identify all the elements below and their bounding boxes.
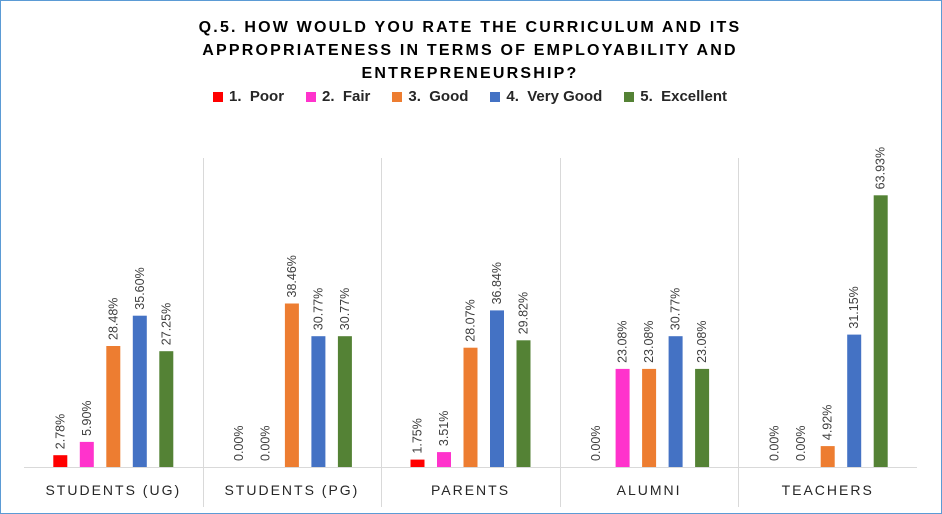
legend-swatch-very-good [490, 91, 501, 102]
bar-students-ug-3-good [106, 346, 121, 467]
data-label-teachers-1-poor: 0.00% [768, 426, 782, 461]
bar-teachers-3-good [820, 446, 835, 467]
category-label-students-pg: STUDENTS (PG) [224, 482, 359, 498]
legend-label-excellent: 5. Excellent [640, 88, 727, 105]
bar-students-ug-4-very-good [132, 315, 147, 467]
data-label-parents-4-very-good: 36.84% [490, 262, 504, 304]
legend-item-good: 3. Good [392, 88, 468, 105]
bar-parents-1-poor [410, 459, 425, 467]
data-label-alumni-5-excellent: 23.08% [695, 320, 709, 362]
legend-label-good: 3. Good [408, 88, 469, 105]
bar-parents-4-very-good [490, 310, 504, 467]
bar-parents-5-excellent [516, 340, 531, 467]
data-label-teachers-4-very-good: 31.15% [847, 286, 861, 328]
category-label-teachers: TEACHERS [782, 482, 874, 498]
data-label-alumni-4-very-good: 30.77% [669, 288, 683, 330]
legend-swatch-poor [213, 91, 224, 102]
data-label-alumni-3-good: 23.08% [642, 320, 656, 362]
data-label-students-ug-3-good: 28.48% [106, 298, 120, 340]
bar-teachers-4-very-good [847, 334, 862, 467]
data-label-students-pg-3-good: 38.46% [285, 255, 299, 297]
data-label-alumni-2-fair: 23.08% [616, 320, 630, 362]
legend-swatch-excellent [624, 91, 635, 102]
chart-title: Q.5. HOW WOULD YOU RATE THE CURRICULUM A… [0, 16, 940, 85]
bar-students-ug-5-excellent [159, 351, 174, 467]
data-label-alumni-1-poor: 0.00% [589, 426, 603, 461]
data-label-students-pg-4-very-good: 30.77% [311, 288, 325, 330]
data-label-parents-1-poor: 1.75% [411, 418, 425, 453]
bar-students-ug-1-poor [53, 455, 68, 467]
data-label-students-ug-1-poor: 2.78% [53, 414, 67, 449]
chart-title-line: APPROPRIATENESS IN TERMS OF EMPLOYABILIT… [202, 42, 738, 59]
bar-parents-3-good [463, 347, 478, 467]
bar-students-pg-3-good [284, 303, 299, 467]
data-label-students-ug-4-very-good: 35.60% [133, 267, 147, 309]
chart-legend: 1. Poor 2. Fair 3. Good 4. Very Good 5. … [0, 88, 940, 105]
legend-label-poor: 1. Poor [229, 88, 285, 105]
bar-alumni-5-excellent [695, 368, 710, 467]
category-label-alumni: ALUMNI [617, 482, 682, 498]
bar-alumni-2-fair [615, 368, 630, 467]
legend-label-fair: 2. Fair [322, 88, 371, 105]
bar-students-ug-2-fair [79, 441, 94, 467]
legend-item-very-good: 4. Very Good [490, 88, 602, 105]
data-label-teachers-2-fair: 0.00% [794, 426, 808, 461]
legend-label-very-good: 4. Very Good [506, 88, 603, 105]
bar-parents-2-fair [437, 452, 451, 467]
data-label-parents-3-good: 28.07% [464, 299, 478, 341]
data-label-parents-2-fair: 3.51% [437, 411, 451, 446]
legend-item-excellent: 5. Excellent [624, 88, 727, 105]
bar-teachers-5-excellent [873, 195, 888, 468]
data-label-teachers-3-good: 4.92% [821, 405, 835, 440]
bar-students-pg-5-excellent [337, 336, 352, 467]
chart-title-line: ENTREPRENEURSHIP? [361, 65, 579, 82]
chart-title-line: Q.5. HOW WOULD YOU RATE THE CURRICULUM A… [198, 19, 742, 36]
legend-item-poor: 1. Poor [213, 88, 284, 105]
bar-alumni-3-good [642, 368, 657, 467]
category-label-parents: PARENTS [431, 482, 510, 498]
data-label-students-pg-1-poor: 0.00% [232, 426, 246, 461]
data-label-students-pg-2-fair: 0.00% [258, 426, 272, 461]
data-label-students-pg-5-excellent: 30.77% [338, 288, 352, 330]
legend-item-fair: 2. Fair [306, 88, 370, 105]
category-label-students-ug: STUDENTS (UG) [45, 482, 181, 498]
data-label-students-ug-2-fair: 5.90% [80, 400, 94, 435]
bar-students-pg-4-very-good [311, 336, 326, 467]
legend-swatch-fair [306, 91, 317, 102]
bar-alumni-4-very-good [668, 336, 683, 467]
data-label-students-ug-5-excellent: 27.25% [159, 303, 173, 345]
data-label-teachers-5-excellent: 63.93% [874, 147, 888, 189]
legend-swatch-good [392, 91, 403, 102]
data-label-parents-5-excellent: 29.82% [517, 292, 531, 334]
